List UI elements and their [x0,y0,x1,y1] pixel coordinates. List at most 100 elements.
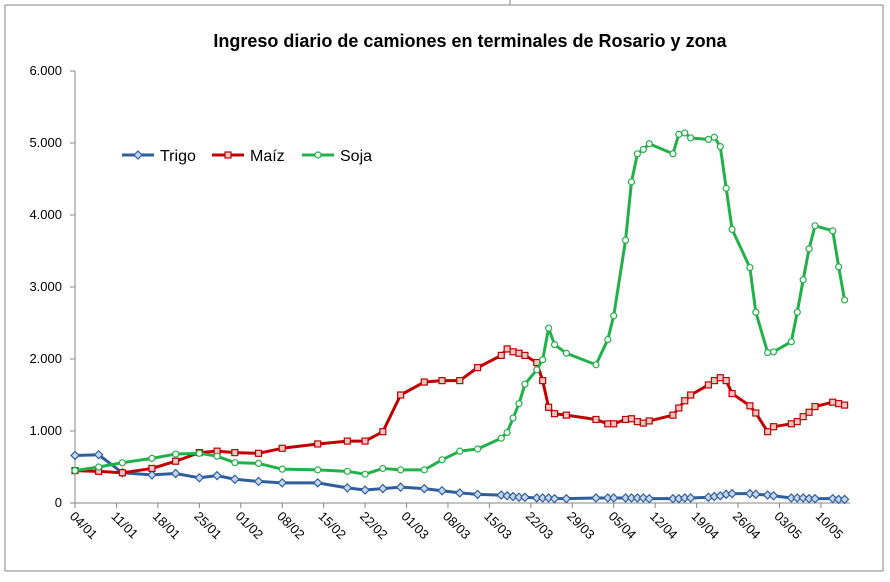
marker [278,465,286,473]
marker [343,437,351,445]
marker [716,143,724,151]
marker [591,493,601,503]
marker [224,151,232,159]
marker [420,378,428,386]
marker [750,489,761,500]
legend-label: Trigo [160,148,196,165]
marker [454,488,465,498]
marker [746,402,754,410]
marker [93,449,104,460]
marker [621,236,630,244]
marker [687,391,695,399]
marker [608,493,619,503]
marker [768,490,779,501]
marker [685,493,696,503]
marker [727,488,737,499]
marker [669,150,677,158]
marker [314,466,322,474]
marker [639,419,647,427]
marker [496,490,507,500]
marker [799,276,807,284]
marker [195,449,203,457]
marker [508,491,518,502]
marker [745,488,755,499]
marker [592,361,600,369]
marker [810,493,820,504]
marker [610,312,618,320]
marker [592,415,600,424]
marker [314,151,322,159]
y-tick-label: 6.000 [29,63,62,78]
marker [645,140,653,148]
marker [621,415,630,424]
marker [95,463,103,471]
marker [633,418,642,426]
marker [254,459,263,467]
marker [827,493,838,504]
marker [147,470,157,480]
y-tick-label: 4.000 [29,207,62,222]
marker [746,263,754,272]
marker [544,403,553,411]
series [71,129,849,478]
marker [379,464,387,473]
marker [148,454,156,462]
marker [539,356,547,364]
marker [764,428,772,436]
marker [604,335,612,344]
marker [397,466,405,474]
marker [377,483,388,494]
marker [437,485,447,496]
marker [728,225,736,233]
data-line [74,453,845,501]
marker [438,456,446,464]
marker [379,428,387,436]
marker [728,389,736,398]
marker [472,489,483,500]
y-tick-label: 2.000 [29,351,62,366]
marker [710,133,718,141]
marker [544,324,553,332]
marker [704,381,713,389]
marker [610,420,618,428]
marker [212,470,222,481]
marker [277,477,288,488]
marker [420,466,428,474]
marker [497,434,505,442]
marker [562,411,570,419]
marker [515,400,523,408]
marker [835,400,843,408]
marker [627,415,636,423]
marker [681,129,689,137]
marker [840,296,849,304]
marker [829,227,837,235]
marker [798,493,809,503]
marker [148,464,156,473]
marker [793,308,801,316]
marker [503,345,511,353]
marker [361,470,369,478]
marker [231,449,239,457]
marker [829,398,837,406]
marker [835,263,843,271]
marker [549,493,560,504]
marker [562,349,570,357]
marker [172,450,180,458]
marker [633,150,642,158]
marker [722,184,730,192]
marker [604,420,612,428]
marker [231,459,239,467]
marker [811,402,819,411]
marker [278,444,286,452]
marker [710,377,718,385]
marker [762,490,773,500]
marker [675,404,683,412]
marker [515,349,523,357]
marker [638,493,649,503]
marker [550,341,559,349]
marker [438,377,446,385]
marker [503,428,511,437]
legend: Trigo Maíz Soja [122,148,372,165]
marker [787,420,795,428]
marker [675,130,683,138]
